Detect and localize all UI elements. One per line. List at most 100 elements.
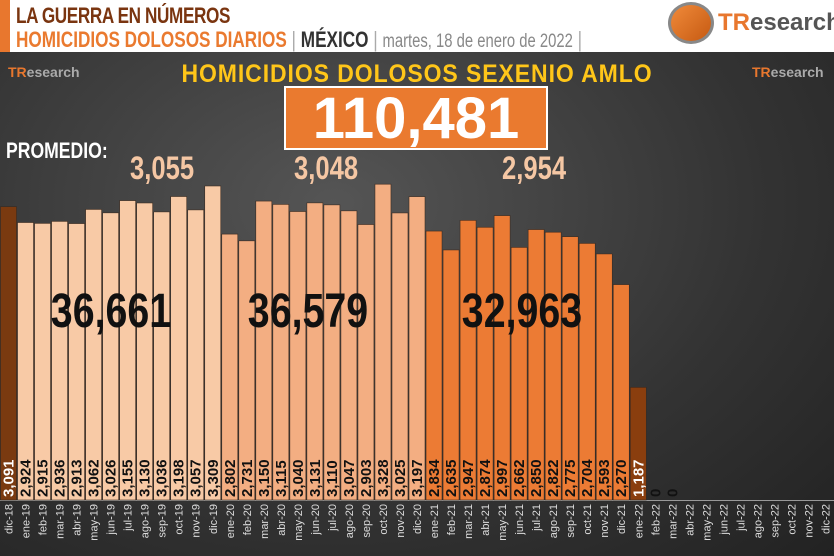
data-label: 2,997 xyxy=(494,459,511,497)
x-tick-label: ene-19 xyxy=(21,504,33,538)
x-tick-label: feb-22 xyxy=(650,504,662,535)
total-box: 110,481 xyxy=(284,86,548,150)
x-tick-label: ene-20 xyxy=(225,504,237,538)
bar xyxy=(102,212,119,501)
x-tick-label: feb-20 xyxy=(242,504,254,535)
data-label: 2,947 xyxy=(460,459,477,497)
subtitle-text: HOMICIDIOS DOLOSOS DIARIOS xyxy=(16,27,287,52)
separator: | xyxy=(291,27,297,52)
bar xyxy=(204,185,222,501)
x-tick-label: ago-20 xyxy=(344,504,356,538)
x-tick-label: may-21 xyxy=(497,504,509,541)
data-label: 2,635 xyxy=(443,459,460,497)
x-tick-label: ago-21 xyxy=(548,504,560,538)
chart-area: 3,091 dic-18 2,924 ene-19 2,915 feb-19 2,936 ma… xyxy=(0,52,834,556)
chart-title: HOMICIDIOS DOLOSOS SEXENIO AMLO xyxy=(181,60,653,88)
data-label: 2,936 xyxy=(52,459,69,497)
data-label: 3,155 xyxy=(120,459,137,497)
x-tick-label: mar-21 xyxy=(463,504,475,539)
bar xyxy=(510,247,528,501)
average-2020: 3,048 xyxy=(294,150,359,186)
x-tick-label: jul-19 xyxy=(123,504,135,532)
data-label: 3,115 xyxy=(273,460,290,497)
data-label: 1,187 xyxy=(630,459,647,497)
data-label: 3,091 xyxy=(1,459,18,497)
average-2019: 3,055 xyxy=(130,150,195,186)
data-label: 3,036 xyxy=(154,459,171,497)
x-tick-label: oct-21 xyxy=(582,504,594,535)
bar xyxy=(561,236,579,501)
x-tick-label: abr-22 xyxy=(684,504,696,536)
data-label: 3,130 xyxy=(137,459,154,497)
data-label: 2,834 xyxy=(426,459,443,497)
x-tick-label: feb-19 xyxy=(38,504,50,535)
bar xyxy=(221,233,239,501)
data-label: 3,197 xyxy=(409,459,426,497)
x-tick-label: jun-20 xyxy=(310,504,322,536)
data-label: 3,131 xyxy=(307,459,324,497)
x-tick-label: jun-19 xyxy=(106,504,118,536)
bar xyxy=(459,220,477,501)
bar xyxy=(408,196,426,501)
bar xyxy=(85,209,102,501)
x-tick-label: jul-21 xyxy=(531,504,543,532)
tresearch-logo: TResearch xyxy=(668,2,834,44)
x-tick-label: jun-22 xyxy=(718,504,730,536)
x-tick-label: abr-21 xyxy=(480,504,492,536)
bar xyxy=(323,204,341,501)
brand-a: TR xyxy=(718,9,750,36)
bar xyxy=(493,215,511,501)
bar xyxy=(17,222,34,501)
bar xyxy=(340,210,358,501)
x-tick-label: feb-21 xyxy=(446,504,458,535)
bar xyxy=(289,211,307,501)
data-label: 2,731 xyxy=(239,459,256,497)
x-tick-label: abr-20 xyxy=(276,504,288,536)
x-tick-label: nov-19 xyxy=(191,504,203,538)
bar xyxy=(612,284,630,501)
data-label: 3,309 xyxy=(205,459,222,497)
bar xyxy=(0,206,17,501)
data-label: 3,062 xyxy=(86,459,103,497)
data-label: 2,915 xyxy=(35,459,52,497)
bar xyxy=(255,200,273,501)
average-label: PROMEDIO: xyxy=(6,138,108,163)
logo-chart-icon xyxy=(668,2,714,44)
data-label: 2,270 xyxy=(613,459,630,497)
accent-bar xyxy=(0,0,10,52)
x-tick-label: nov-22 xyxy=(803,504,815,538)
data-label: 2,593 xyxy=(596,459,613,497)
x-tick-label: jul-20 xyxy=(327,504,339,532)
bar xyxy=(68,223,85,501)
data-label: 0 xyxy=(647,489,664,497)
x-tick-label: mar-19 xyxy=(55,504,67,539)
x-tick-label: nov-21 xyxy=(599,504,611,538)
separator: | xyxy=(373,27,378,52)
x-tick-label: sep-21 xyxy=(565,504,577,538)
place: MÉXICO xyxy=(300,27,369,52)
header: LA GUERRA EN NÚMEROS HOMICIDIOS DOLOSOS … xyxy=(0,0,834,52)
data-label: 2,850 xyxy=(528,459,545,497)
bar xyxy=(187,209,205,501)
x-tick-label: ago-19 xyxy=(140,504,152,538)
x-tick-label: oct-22 xyxy=(786,504,798,535)
bar xyxy=(136,202,153,501)
watermark-logo-left: TResearch xyxy=(8,64,80,80)
data-label: 2,802 xyxy=(222,459,239,497)
x-tick-label: abr-19 xyxy=(72,504,84,536)
x-tick-label: may-19 xyxy=(89,504,101,541)
total-2021: 32,963 xyxy=(461,284,583,338)
bar xyxy=(357,224,375,501)
bar xyxy=(170,196,188,501)
x-tick-label: sep-19 xyxy=(157,504,169,538)
bar xyxy=(374,183,392,501)
data-label: 3,026 xyxy=(103,459,120,497)
bar xyxy=(391,212,409,501)
data-label: 2,822 xyxy=(545,459,562,497)
bar xyxy=(306,202,324,501)
data-label: 2,903 xyxy=(358,459,375,497)
x-tick-label: oct-19 xyxy=(174,504,186,535)
total-2020: 36,579 xyxy=(247,284,369,338)
x-tick-label: ago-22 xyxy=(752,504,764,538)
x-tick-label: may-22 xyxy=(701,504,713,541)
